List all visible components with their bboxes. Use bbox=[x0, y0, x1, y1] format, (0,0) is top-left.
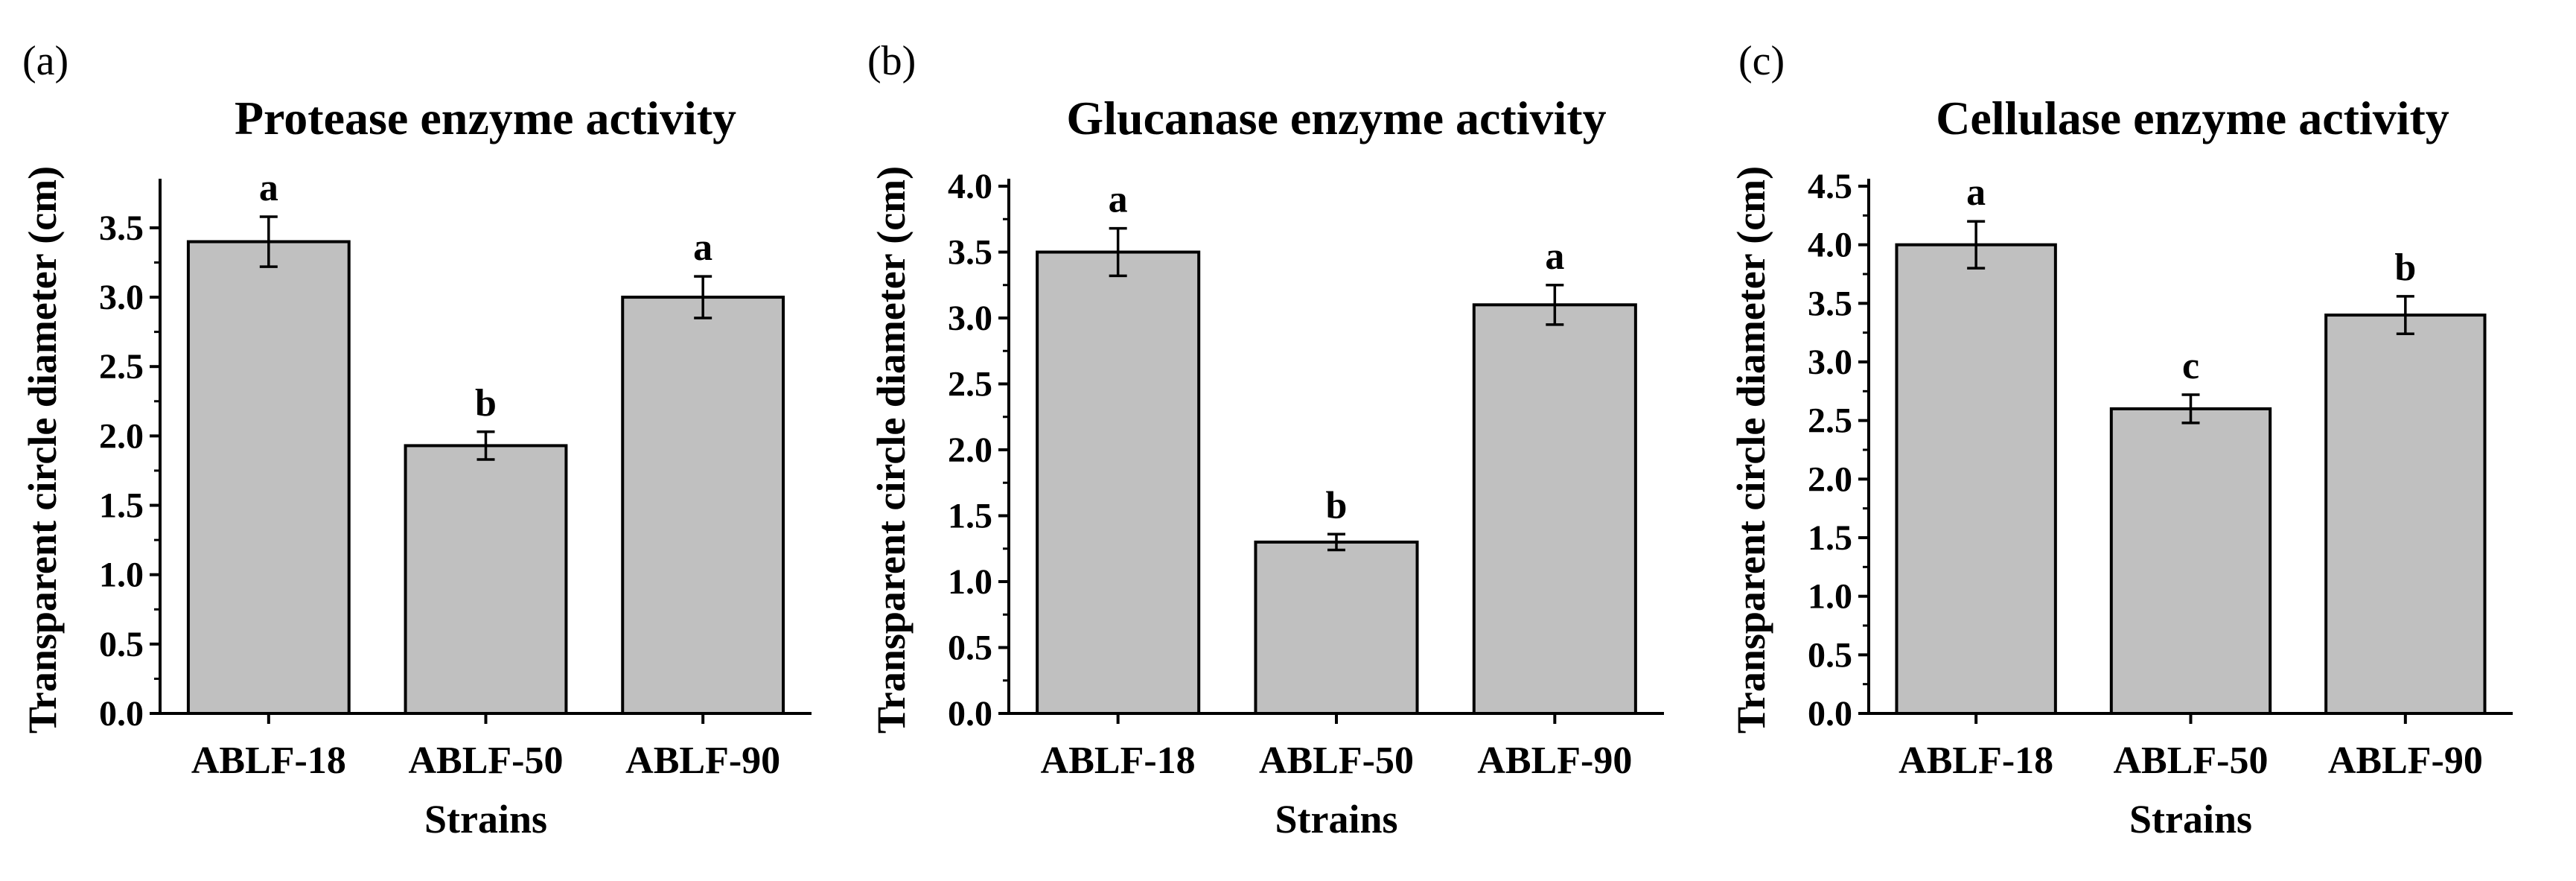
bar bbox=[186, 240, 351, 715]
significance-letter: a bbox=[693, 226, 712, 269]
y-tick-label: 2.0 bbox=[99, 416, 144, 456]
significance-letter: a bbox=[1545, 235, 1564, 278]
x-axis-label: Strains bbox=[424, 797, 547, 842]
chart-title: Cellulase enzyme activity bbox=[1936, 92, 2449, 144]
bar bbox=[621, 296, 785, 716]
x-tick-label: ABLF-50 bbox=[409, 740, 564, 782]
panel-letter: (b) bbox=[867, 38, 916, 84]
x-axis-label: Strains bbox=[1275, 797, 1397, 842]
bar bbox=[2324, 314, 2487, 716]
y-tick-label: 1.5 bbox=[1808, 518, 1852, 558]
y-tick-label: 3.5 bbox=[1808, 284, 1852, 323]
y-tick-label: 0.0 bbox=[948, 694, 992, 734]
y-tick-label: 3.5 bbox=[99, 209, 144, 248]
y-tick-label: 0.0 bbox=[99, 694, 144, 734]
y-tick-label: 2.5 bbox=[1808, 401, 1852, 441]
bar bbox=[404, 444, 568, 715]
significance-letter: a bbox=[259, 167, 278, 209]
y-tick-label: 1.0 bbox=[948, 562, 992, 602]
y-tick-label: 1.5 bbox=[948, 497, 992, 536]
significance-letter: b bbox=[2394, 247, 2416, 289]
y-tick-label: 2.0 bbox=[1808, 459, 1852, 499]
x-tick-label: ABLF-18 bbox=[1041, 740, 1196, 782]
significance-letter: a bbox=[1966, 171, 1986, 214]
bar bbox=[1895, 243, 2057, 715]
y-axis-label: Transparent circle diameter (cm) bbox=[869, 166, 914, 734]
x-tick-label: ABLF-50 bbox=[2114, 740, 2269, 782]
bar bbox=[1036, 250, 1201, 715]
significance-letter: b bbox=[1326, 484, 1348, 527]
y-tick-label: 2.0 bbox=[948, 430, 992, 470]
y-tick-label: 3.0 bbox=[1808, 343, 1852, 382]
chart-panel-2: (b) Glucanase enzyme activity Transparent … bbox=[867, 38, 1664, 842]
panel-letter: (a) bbox=[22, 38, 68, 84]
y-tick-label: 0.0 bbox=[1808, 694, 1852, 734]
y-tick-label: 0.5 bbox=[948, 629, 992, 668]
y-tick-label: 0.5 bbox=[1808, 635, 1852, 675]
x-tick-label: ABLF-50 bbox=[1259, 740, 1414, 782]
significance-letter: a bbox=[1109, 179, 1128, 221]
y-tick-label: 4.5 bbox=[1808, 167, 1852, 206]
significance-letter: c bbox=[2182, 345, 2199, 387]
chart-panel-3: (c) Cellulase enzyme activity Transparent … bbox=[1729, 38, 2513, 842]
bar bbox=[1254, 540, 1419, 716]
x-tick-label: ABLF-90 bbox=[625, 740, 780, 782]
y-tick-label: 4.0 bbox=[948, 167, 992, 206]
x-tick-label: ABLF-18 bbox=[1898, 740, 2053, 782]
bar bbox=[2109, 407, 2272, 716]
y-axis-label: Transparent circle diameter (cm) bbox=[20, 166, 65, 734]
x-tick-label: ABLF-90 bbox=[2328, 740, 2483, 782]
chart-title: Protease enzyme activity bbox=[235, 92, 736, 144]
chart-panel-1: (a) Protease enzyme activity Transparent c… bbox=[20, 38, 812, 842]
y-tick-label: 0.5 bbox=[99, 625, 144, 664]
y-tick-label: 4.0 bbox=[1808, 226, 1852, 265]
y-tick-label: 1.0 bbox=[1808, 577, 1852, 617]
panel-letter: (c) bbox=[1738, 38, 1785, 84]
bar bbox=[1472, 303, 1637, 715]
y-tick-label: 2.5 bbox=[99, 347, 144, 387]
y-tick-label: 3.0 bbox=[99, 278, 144, 317]
y-tick-label: 3.0 bbox=[948, 299, 992, 338]
x-tick-label: ABLF-90 bbox=[1477, 740, 1632, 782]
x-axis-label: Strains bbox=[2129, 797, 2252, 842]
y-tick-label: 3.5 bbox=[948, 233, 992, 273]
chart-title: Glucanase enzyme activity bbox=[1066, 92, 1606, 144]
y-tick-label: 1.0 bbox=[99, 556, 144, 595]
x-tick-label: ABLF-18 bbox=[191, 740, 346, 782]
y-tick-label: 1.5 bbox=[99, 486, 144, 526]
significance-letter: b bbox=[475, 382, 497, 424]
y-tick-label: 2.5 bbox=[948, 365, 992, 404]
y-axis-label: Transparent circle diameter (cm) bbox=[1729, 166, 1773, 734]
